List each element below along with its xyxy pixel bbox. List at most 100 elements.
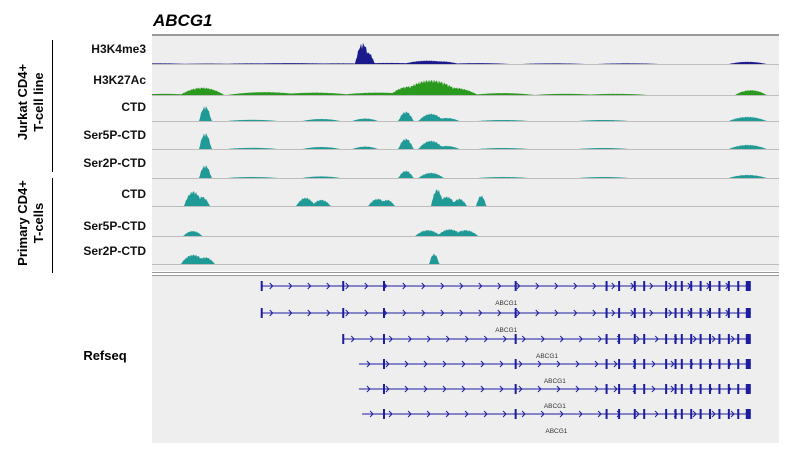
strand-chevron: [594, 385, 599, 393]
exon-block: [605, 384, 608, 394]
strand-chevron: [692, 410, 697, 418]
strand-chevron: [730, 410, 735, 418]
exon-block: [727, 384, 730, 394]
exon-block: [737, 384, 740, 394]
strand-chevron: [630, 282, 635, 290]
exon-block: [737, 334, 740, 344]
track-label-primary-ctd: CTD: [121, 187, 146, 201]
exon-block: [699, 334, 702, 344]
exon-block: [514, 308, 517, 318]
exon-block: [643, 359, 646, 369]
exon-block: [643, 384, 646, 394]
exon-block: [737, 409, 740, 419]
exon-block: [709, 409, 712, 419]
exon-block: [699, 409, 702, 419]
exon-block: [680, 281, 683, 291]
strand-chevron: [483, 410, 488, 418]
exon-block: [718, 359, 721, 369]
exon-block: [260, 281, 263, 291]
isoform-0: ABCG1: [260, 281, 751, 307]
strand-chevron: [518, 360, 523, 368]
strand-chevron: [423, 360, 428, 368]
signal-area: [152, 253, 779, 264]
exon-block: [709, 334, 712, 344]
exon-block: [382, 359, 385, 369]
exon-block: [260, 308, 263, 318]
isoform-label: ABCG1: [544, 403, 566, 410]
strand-chevron: [651, 360, 656, 368]
strand-chevron: [559, 335, 564, 343]
isoform-2: ABCG1: [342, 334, 751, 360]
strand-chevron: [635, 335, 640, 343]
strand-chevron: [407, 410, 412, 418]
strand-chevron: [480, 360, 485, 368]
exon-block: [514, 384, 517, 394]
exon-block: [618, 308, 621, 318]
exon-block: [643, 281, 646, 291]
isoform-label: ABCG1: [536, 353, 558, 360]
exon-block: [674, 409, 677, 419]
exon-block: [643, 308, 646, 318]
strand-chevron: [651, 385, 656, 393]
signal-track-7: [152, 253, 779, 265]
strand-chevron: [611, 309, 616, 317]
strand-chevron: [592, 309, 597, 317]
strand-chevron: [369, 410, 374, 418]
signal-track-4: [152, 165, 779, 179]
isoform-5: ABCG1: [362, 409, 751, 435]
track-label-h3k4me3: H3K4me3: [91, 42, 146, 56]
signal-track-0: [152, 42, 779, 65]
strand-chevron: [497, 282, 502, 290]
strand-chevron: [402, 282, 407, 290]
exon-block: [680, 409, 683, 419]
exon-block: [618, 409, 621, 419]
exon-block: [618, 281, 621, 291]
strand-chevron: [540, 335, 545, 343]
exon-block: [633, 281, 636, 291]
exon-block: [665, 359, 668, 369]
exon-block: [690, 409, 693, 419]
panel-divider-2: [152, 275, 779, 276]
strand-chevron: [573, 282, 578, 290]
exon-block: [618, 334, 621, 344]
exon-block: [718, 409, 721, 419]
strand-chevron: [540, 410, 545, 418]
isoform-label: ABCG1: [545, 428, 567, 435]
strand-chevron: [440, 309, 445, 317]
signal-track-5: [152, 189, 779, 207]
signal-area: [152, 42, 779, 64]
strand-chevron: [345, 282, 350, 290]
strand-chevron: [554, 282, 559, 290]
strand-chevron: [730, 335, 735, 343]
strand-chevron: [404, 385, 409, 393]
isoform-4: ABCG1: [358, 384, 751, 410]
strand-chevron: [518, 385, 523, 393]
exon-block: [665, 409, 668, 419]
exon-block: [718, 384, 721, 394]
exon-block: [643, 334, 646, 344]
strand-chevron: [461, 360, 466, 368]
exon-block: [674, 359, 677, 369]
exon-block: [727, 308, 730, 318]
exon-block: [718, 281, 721, 291]
track-label-h3k27ac: H3K27Ac: [93, 73, 146, 87]
refseq-label: Refseq: [83, 348, 127, 363]
exon-block: [699, 281, 702, 291]
strand-chevron: [459, 309, 464, 317]
strand-chevron: [670, 385, 675, 393]
strand-chevron: [326, 282, 331, 290]
strand-chevron: [613, 385, 618, 393]
exon-block: [737, 308, 740, 318]
strand-chevron: [464, 335, 469, 343]
exon-block: [618, 384, 621, 394]
exon-block: [699, 359, 702, 369]
strand-chevron: [597, 335, 602, 343]
group-bracket-primary: [52, 178, 53, 273]
strand-chevron: [516, 282, 521, 290]
exon-block: [709, 384, 712, 394]
exon-block: [633, 384, 636, 394]
strand-chevron: [366, 360, 371, 368]
strand-chevron: [611, 282, 616, 290]
exon-block: [665, 334, 668, 344]
exon-block: [745, 308, 751, 318]
